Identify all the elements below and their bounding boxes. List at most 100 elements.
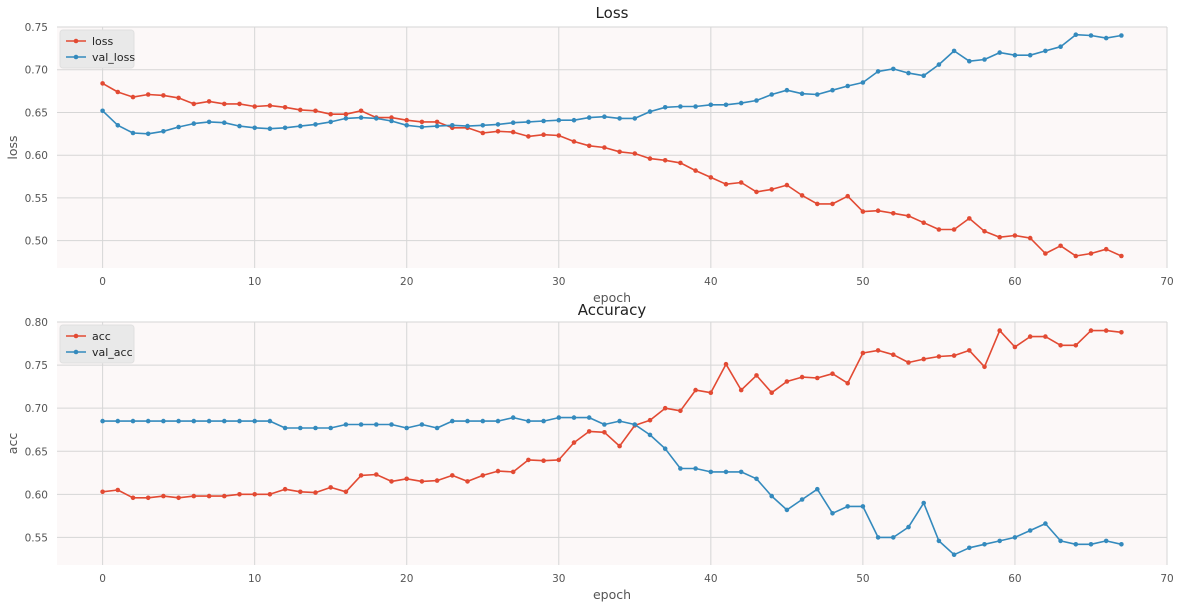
data-point — [1103, 328, 1109, 333]
data-point — [906, 70, 911, 76]
data-point — [891, 66, 896, 72]
data-point — [1073, 542, 1079, 547]
series-line-loss — [102, 82, 1122, 257]
data-point — [343, 111, 349, 117]
data-point — [860, 504, 866, 509]
series-line-val_acc — [102, 416, 1122, 556]
data-point — [997, 234, 1002, 240]
data-point — [936, 354, 942, 359]
series-val_loss — [100, 32, 1124, 137]
data-point — [374, 422, 379, 427]
data-point — [161, 493, 166, 499]
data-point — [906, 360, 911, 365]
data-point — [267, 103, 273, 108]
data-point — [298, 425, 303, 431]
data-point — [647, 417, 653, 423]
series-line-val_loss — [102, 33, 1122, 135]
data-point — [176, 95, 181, 101]
data-point — [708, 175, 714, 180]
legend-marker-acc — [73, 333, 79, 339]
legend-marker-val_loss — [73, 54, 79, 60]
x-axis-label: epoch — [593, 290, 631, 305]
data-point — [951, 48, 957, 54]
data-point — [647, 156, 653, 161]
data-point — [799, 193, 805, 198]
data-point — [845, 380, 850, 386]
data-point — [480, 123, 486, 128]
data-point — [389, 118, 394, 124]
data-point — [495, 129, 501, 134]
data-point — [571, 117, 577, 123]
data-point — [830, 371, 835, 377]
data-point — [267, 126, 273, 131]
y-tick-label: 0.70 — [25, 403, 48, 415]
data-point — [191, 121, 197, 126]
data-point — [1103, 246, 1109, 252]
data-point — [100, 108, 105, 114]
data-point — [328, 111, 334, 117]
data-point — [130, 94, 136, 100]
data-point — [1012, 233, 1018, 238]
data-point — [799, 497, 805, 502]
data-point — [374, 116, 379, 121]
data-point — [1088, 328, 1094, 333]
data-point — [921, 73, 926, 78]
data-point — [1027, 528, 1033, 533]
data-point — [419, 422, 425, 427]
y-tick-label: 0.60 — [25, 489, 48, 501]
data-point — [161, 418, 166, 424]
data-point — [1043, 48, 1048, 54]
data-point — [921, 356, 926, 362]
data-point — [374, 472, 379, 477]
data-point — [404, 117, 410, 123]
data-point — [237, 492, 242, 497]
data-point — [526, 119, 531, 125]
data-point — [860, 350, 866, 356]
x-tick-label: 60 — [1008, 276, 1021, 288]
data-point — [799, 91, 805, 96]
data-point — [541, 458, 546, 464]
data-point — [541, 118, 546, 124]
data-point — [206, 99, 212, 104]
data-point — [450, 473, 455, 478]
data-point — [222, 493, 227, 499]
data-point — [997, 328, 1002, 333]
plot-area — [57, 322, 1167, 565]
data-point — [586, 143, 592, 149]
data-point — [967, 58, 972, 64]
x-tick-label: 0 — [99, 573, 106, 585]
data-point — [769, 187, 774, 192]
data-point — [450, 123, 455, 128]
data-point — [830, 201, 835, 207]
data-point — [860, 80, 866, 85]
data-point — [967, 348, 972, 353]
data-point — [1027, 52, 1033, 58]
data-point — [495, 122, 501, 127]
data-point — [784, 87, 790, 93]
data-point — [693, 466, 698, 471]
legend-label-acc: acc — [92, 330, 111, 343]
data-point — [586, 115, 592, 120]
data-point — [769, 92, 774, 97]
chart-panel-loss: 0 10 20 30 40 50 60 70 0.50 0.55 0.60 0.65 0.70 0.75 L… — [5, 4, 1174, 305]
data-point — [678, 104, 683, 109]
data-point — [419, 119, 425, 125]
data-point — [130, 495, 136, 501]
data-point — [723, 181, 729, 187]
data-point — [951, 227, 957, 232]
data-point — [191, 493, 197, 499]
data-point — [313, 122, 318, 127]
chart-panel-accuracy: 0 10 20 30 40 50 60 70 0.55 0.60 0.65 0.70 0.75 0.80 A… — [5, 301, 1174, 602]
x-tick-label: 10 — [248, 276, 261, 288]
data-point — [678, 408, 683, 414]
data-point — [556, 415, 562, 420]
data-point — [556, 133, 562, 138]
data-point — [100, 489, 105, 495]
data-point — [115, 89, 121, 95]
data-point — [845, 504, 850, 509]
data-point — [784, 182, 790, 188]
data-point — [693, 387, 698, 393]
legend-label-val_acc: val_acc — [92, 346, 133, 359]
x-tick-label: 30 — [552, 573, 565, 585]
data-point — [951, 353, 957, 358]
